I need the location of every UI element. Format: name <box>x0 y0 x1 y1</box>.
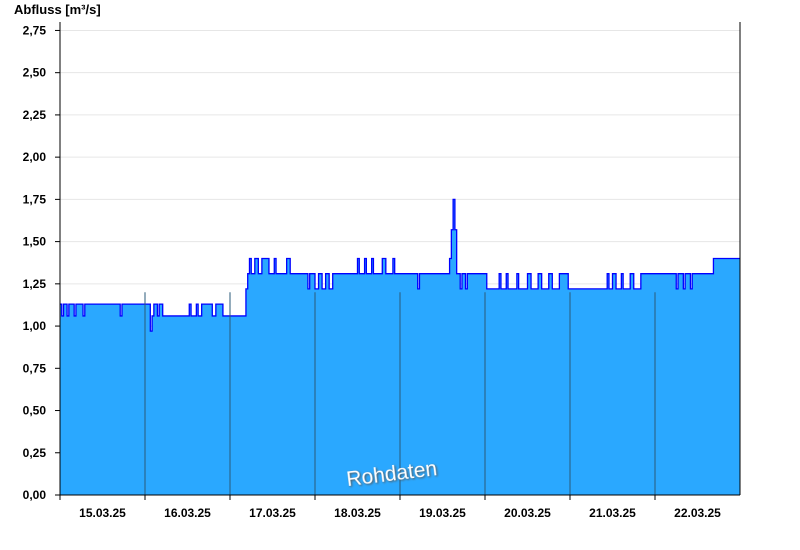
y-tick-label: 1,50 <box>23 235 47 249</box>
x-tick-label: 20.03.25 <box>504 506 551 520</box>
y-tick-label: 2,25 <box>23 108 47 122</box>
x-tick-label: 22.03.25 <box>674 506 721 520</box>
day-dividers <box>144 292 656 495</box>
x-ticks: 15.03.25 16.03.25 17.03.25 18.03.25 19.03.25… <box>59 495 721 520</box>
x-tick-label: 15.03.25 <box>79 506 126 520</box>
x-tick-label: 16.03.25 <box>164 506 211 520</box>
y-tick-label: 1,00 <box>23 319 47 333</box>
x-tick-label: 21.03.25 <box>589 506 636 520</box>
y-tick-label: 0,50 <box>23 404 47 418</box>
y-tick-label: 0,00 <box>23 488 47 502</box>
y-tick-label: 1,25 <box>23 277 47 291</box>
x-tick-label: 18.03.25 <box>334 506 381 520</box>
y-ticks: 0,00 0,25 0,50 0,75 1,00 1,25 1,50 1,75 2,00 2,25… <box>23 23 60 502</box>
x-tick-label: 19.03.25 <box>419 506 466 520</box>
y-axis-label: Abfluss [m³/s] <box>14 2 101 17</box>
y-tick-label: 2,50 <box>23 66 47 80</box>
y-tick-label: 2,75 <box>23 23 47 37</box>
series-line <box>60 198 740 332</box>
y-tick-label: 2,00 <box>23 150 47 164</box>
x-tick-label: 17.03.25 <box>249 506 296 520</box>
y-tick-label: 1,75 <box>23 192 47 206</box>
y-tick-label: 0,75 <box>23 361 47 375</box>
y-tick-label: 0,25 <box>23 446 47 460</box>
